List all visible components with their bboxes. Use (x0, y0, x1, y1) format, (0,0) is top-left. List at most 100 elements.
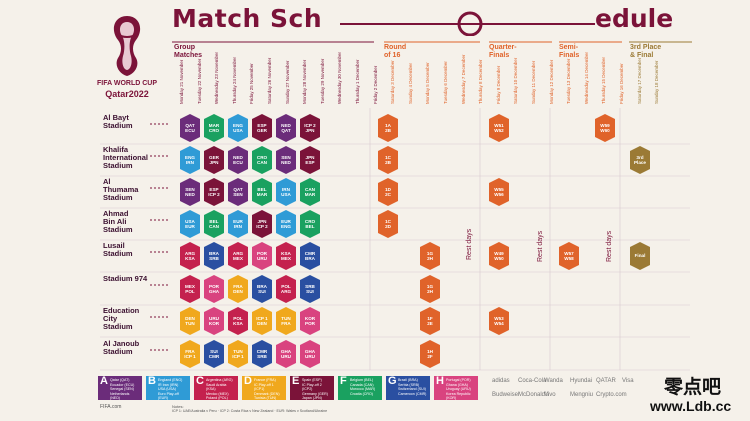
match-badge[interactable]: JPN ICP 2 (252, 210, 272, 238)
match-badge[interactable]: 1G 2H (420, 242, 440, 270)
team-code: DEN (185, 315, 195, 321)
legend-team: IR Iran (IRN) (158, 382, 179, 387)
legend-team: Belgium (BEL) (350, 378, 374, 382)
match-badge[interactable]: CMR BRA (300, 242, 320, 270)
legend-team: Korea Republic (KOR) (446, 391, 471, 401)
page-title-part1: Match Sch (172, 4, 323, 33)
match-badge[interactable]: ICP 2 JPN (300, 114, 320, 142)
match-badge[interactable]: 3rd Place (630, 146, 650, 174)
match-badge[interactable]: CRO BEL (300, 210, 320, 238)
match-badge[interactable]: ESP ICP 2 (204, 178, 224, 206)
match-badge[interactable]: NED ECU (228, 146, 248, 174)
match-badge[interactable]: TUN ICP 1 (228, 340, 248, 368)
match-badge[interactable]: W49 W50 (489, 242, 509, 270)
legend-team: Poland (POL) (206, 396, 228, 400)
team-code: KSA (281, 250, 291, 256)
team-code: FRA (233, 283, 243, 289)
match-badge[interactable]: ENG USA (228, 114, 248, 142)
match-badge[interactable]: ARG MEX (228, 242, 248, 270)
match-badge[interactable]: BRA SUI (252, 275, 272, 303)
match-badge[interactable]: W59 W60 (595, 114, 615, 142)
match-badge[interactable]: JPN ESP (300, 146, 320, 174)
team-code: GHA (304, 348, 316, 354)
legend-group-h: H Portugal (POR) Ghana (GHA) Uruguay (URU) K… (434, 376, 478, 400)
team-code: QAT (185, 122, 195, 128)
phase-label-line: Finals (489, 52, 510, 59)
legend-group-d: D France (FRA) IC Play-off 1 (ICP1) Denmark… (242, 376, 286, 400)
team-code: EUR (233, 218, 243, 224)
match-badge[interactable]: GHA URU (300, 340, 320, 368)
match-badge[interactable]: BEL MAR (252, 178, 272, 206)
team-code: GHA (208, 289, 220, 294)
match-badge[interactable]: POL KSA (228, 307, 248, 335)
match-badge[interactable]: POR URU (252, 242, 272, 270)
match-badge[interactable]: CAN MAR (300, 178, 320, 206)
match-badge[interactable]: 1A 2B (378, 114, 398, 142)
match-badge[interactable]: SRB SUI (300, 275, 320, 303)
match-badge[interactable]: EUR ENG (276, 210, 296, 238)
match-badge[interactable]: SEN NED (276, 146, 296, 174)
stadium-name: Lusail Stadium (103, 242, 133, 258)
team-code: ICP 1 (184, 354, 196, 359)
team-code: 2H (427, 256, 433, 261)
match-badge[interactable]: DEN TUN (180, 307, 200, 335)
match-badge[interactable]: Final (630, 242, 650, 270)
match-badge[interactable]: NED QAT (276, 114, 296, 142)
stadium-name-line: Ahmad (103, 209, 129, 218)
legend-team: Qatar (QAT) (110, 378, 130, 382)
match-badge[interactable]: IRN USA (276, 178, 296, 206)
match-badge[interactable]: GER JPN (204, 146, 224, 174)
match-badge[interactable]: 1C 2D (378, 210, 398, 238)
team-code: POL (185, 289, 195, 294)
match-badge[interactable]: W53 W54 (489, 307, 509, 335)
match-badge[interactable]: FRA DEN (228, 275, 248, 303)
match-badge[interactable]: 1C 2B (378, 146, 398, 174)
match-badge[interactable]: 1D 2C (378, 178, 398, 206)
match-badge[interactable]: MAR CRO (204, 114, 224, 142)
match-badge[interactable]: 1H 2F (420, 340, 440, 368)
team-code: W57 (564, 250, 574, 256)
phase-label-line: Finals (559, 52, 580, 59)
match-badge[interactable]: BEL CAN (204, 210, 224, 238)
match-badge[interactable]: ENG IRN (180, 146, 200, 174)
match-badge[interactable]: W55 W56 (489, 178, 509, 206)
match-badge[interactable]: W51 W52 (489, 114, 509, 142)
match-badge[interactable]: EUR IRN (228, 210, 248, 238)
match-badge[interactable]: CMR SRB (252, 340, 272, 368)
match-badge[interactable]: POR GHA (204, 275, 224, 303)
team-code: URU (281, 354, 291, 359)
match-badge[interactable]: KOR POR (300, 307, 320, 335)
legend-letter: A (100, 375, 108, 387)
stadium-name: Al Thumama Stadium (103, 178, 138, 202)
stadium-name: Al Bayt Stadium (103, 114, 133, 130)
match-badge[interactable]: W57 W58 (559, 242, 579, 270)
match-badge[interactable]: URU KOR (204, 307, 224, 335)
match-badge[interactable]: KSA MEX (276, 242, 296, 270)
match-badge[interactable]: MEX POL (180, 275, 200, 303)
legend-team: Uruguay (URU) (446, 387, 471, 391)
match-badge[interactable]: TUN FRA (276, 307, 296, 335)
match-badge[interactable]: POL ARG (276, 275, 296, 303)
match-badge[interactable]: ESP GER (252, 114, 272, 142)
match-badge[interactable]: USA EUR (180, 210, 200, 238)
match-badge[interactable]: QAT SEN (228, 178, 248, 206)
match-badge[interactable]: ICP 1 DEN (252, 307, 272, 335)
match-badge[interactable]: SUI CMR (204, 340, 224, 368)
match-badge[interactable]: GHA URU (276, 340, 296, 368)
match-badge[interactable]: CRO CAN (252, 146, 272, 174)
match-badge[interactable]: SEN NED (180, 178, 200, 206)
team-code: GHA (280, 348, 292, 354)
match-badge[interactable]: 1F 2E (420, 307, 440, 335)
legend-letter: C (196, 375, 204, 387)
stadium-name: Education City Stadium (103, 307, 139, 331)
match-badge[interactable]: 1G 2H (420, 275, 440, 303)
rest-days-label: Rest days (606, 230, 613, 262)
match-badge[interactable]: ARG KSA (180, 242, 200, 270)
match-badge[interactable]: FRA ICP 1 (180, 340, 200, 368)
match-badge[interactable]: BRA SRB (204, 242, 224, 270)
team-code: ARG (280, 289, 292, 294)
match-badge[interactable]: QAT ECU (180, 114, 200, 142)
legend-team: IC Play-off 2 (ICP2) (302, 382, 322, 392)
stadium-name-line: Al Bayt (103, 113, 129, 122)
